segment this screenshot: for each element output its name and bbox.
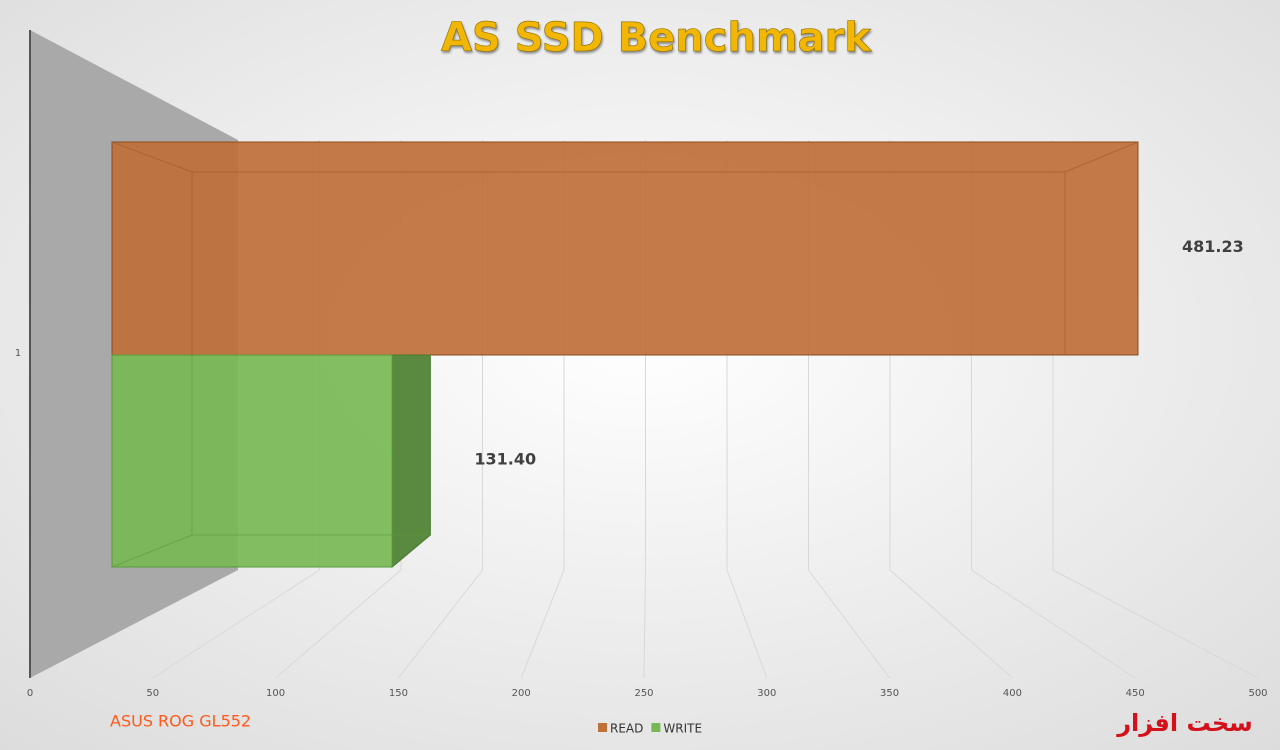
bar-face [111, 354, 393, 568]
legend-label: WRITE [663, 722, 702, 736]
x-tick-label: 0 [27, 688, 33, 699]
bar [111, 141, 1139, 356]
x-tick-label: 250 [634, 688, 653, 699]
bar-edge [111, 141, 1139, 355]
chart-title: AS SSD Benchmark [441, 15, 872, 61]
grid-line [152, 569, 320, 679]
grid-line [1052, 569, 1259, 679]
x-tick-label: 500 [1248, 688, 1267, 699]
category-label: 1 [15, 348, 21, 359]
x-tick-label: 350 [880, 688, 899, 699]
grid-line [398, 569, 483, 679]
grid-line [808, 569, 890, 679]
legend-swatch [598, 723, 607, 732]
grid-line [520, 569, 565, 679]
x-tick-label: 50 [146, 688, 159, 699]
data-label: 481.23 [1182, 237, 1244, 256]
data-label: 131.40 [474, 450, 536, 469]
bar-face [111, 141, 1139, 356]
logo: سخت افزار [1116, 709, 1253, 737]
legend-swatch [651, 723, 661, 732]
grid-line [275, 569, 402, 679]
x-tick-label: 450 [1126, 688, 1145, 699]
x-tick-label: 150 [389, 688, 408, 699]
legend-label: READ [610, 722, 643, 736]
bar-edge [111, 355, 431, 568]
x-tick-label: 200 [512, 688, 531, 699]
grid-line [889, 569, 1013, 679]
x-tick-label: 100 [266, 688, 285, 699]
x-tick-label: 400 [1003, 688, 1022, 699]
x-tick-label: 300 [757, 688, 776, 699]
bar [111, 354, 431, 569]
subtitle: ASUS ROG GL552 [110, 712, 251, 731]
grid-line [643, 569, 646, 679]
grid-line [726, 569, 768, 679]
grid-line [971, 569, 1136, 679]
